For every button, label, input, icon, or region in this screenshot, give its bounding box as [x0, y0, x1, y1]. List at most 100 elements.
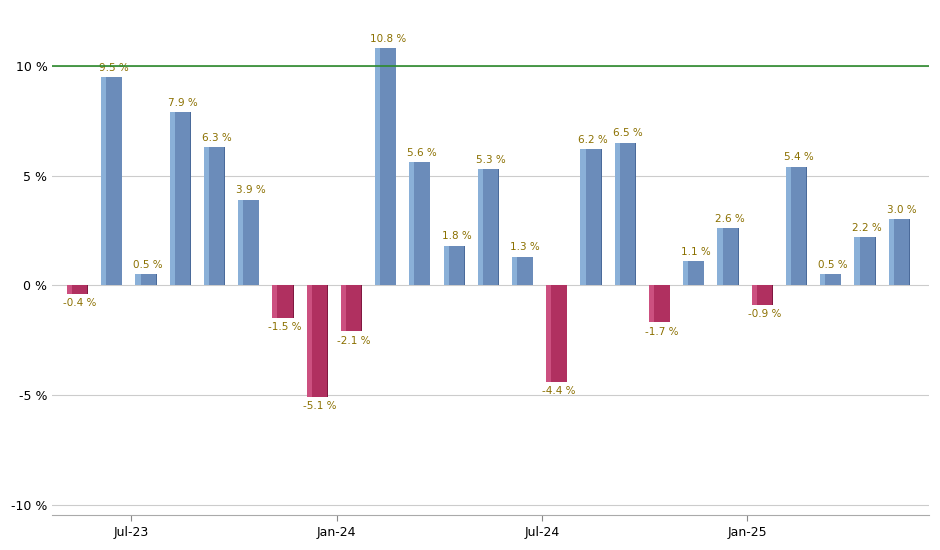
Text: -0.9 %: -0.9 % — [748, 309, 781, 320]
Bar — [821, 274, 833, 285]
Bar — [421, 162, 431, 285]
Text: -1.7 %: -1.7 % — [645, 327, 679, 337]
Bar — [277, 285, 293, 318]
Bar — [791, 167, 807, 285]
Bar — [901, 219, 910, 285]
Bar — [209, 147, 225, 285]
Text: 6.5 %: 6.5 % — [613, 128, 642, 138]
Bar — [867, 237, 875, 285]
Bar — [688, 261, 704, 285]
Bar — [312, 285, 327, 397]
Bar — [586, 149, 601, 285]
Bar — [654, 285, 669, 322]
Bar — [478, 169, 491, 285]
Bar — [148, 274, 157, 285]
Bar — [723, 228, 738, 285]
Bar — [216, 147, 225, 285]
Text: -2.1 %: -2.1 % — [337, 336, 370, 345]
Bar — [757, 285, 773, 305]
Text: -5.1 %: -5.1 % — [303, 402, 337, 411]
Bar — [894, 219, 909, 285]
Bar — [517, 257, 533, 285]
Bar — [346, 285, 361, 331]
Bar — [764, 285, 773, 305]
Bar — [888, 219, 901, 285]
Bar — [181, 112, 191, 285]
Bar — [683, 261, 696, 285]
Bar — [729, 228, 739, 285]
Text: -4.4 %: -4.4 % — [542, 386, 576, 396]
Bar — [525, 257, 533, 285]
Text: 1.1 %: 1.1 % — [682, 247, 711, 257]
Bar — [786, 167, 799, 285]
Text: 3.0 %: 3.0 % — [886, 205, 916, 215]
Bar — [114, 77, 122, 285]
Bar — [175, 112, 190, 285]
Text: 5.4 %: 5.4 % — [784, 152, 814, 162]
Bar — [593, 149, 602, 285]
Bar — [552, 285, 567, 382]
Bar — [140, 274, 156, 285]
Text: 5.3 %: 5.3 % — [476, 155, 506, 164]
Bar — [825, 274, 840, 285]
Bar — [380, 48, 396, 285]
Bar — [353, 285, 362, 331]
Bar — [444, 246, 457, 285]
Text: 7.9 %: 7.9 % — [167, 97, 197, 108]
Bar — [243, 200, 258, 285]
Bar — [798, 167, 807, 285]
Text: 6.2 %: 6.2 % — [578, 135, 608, 145]
Text: 2.6 %: 2.6 % — [715, 214, 745, 224]
Bar — [717, 228, 730, 285]
Text: -1.5 %: -1.5 % — [269, 322, 302, 333]
Bar — [102, 77, 114, 285]
Bar — [319, 285, 328, 397]
Bar — [696, 261, 704, 285]
Bar — [135, 274, 149, 285]
Bar — [238, 200, 251, 285]
Bar — [106, 77, 121, 285]
Text: 1.8 %: 1.8 % — [442, 232, 471, 241]
Bar — [415, 162, 430, 285]
Bar — [169, 112, 182, 285]
Bar — [306, 285, 320, 397]
Bar — [558, 285, 568, 382]
Bar — [273, 285, 285, 318]
Bar — [483, 169, 498, 285]
Text: 3.9 %: 3.9 % — [236, 185, 266, 195]
Bar — [619, 142, 635, 285]
Bar — [409, 162, 422, 285]
Text: -0.4 %: -0.4 % — [63, 299, 97, 309]
Bar — [72, 285, 87, 294]
Bar — [546, 285, 559, 382]
Bar — [79, 285, 88, 294]
Bar — [854, 237, 868, 285]
Bar — [512, 257, 525, 285]
Bar — [456, 246, 464, 285]
Text: 2.2 %: 2.2 % — [853, 223, 882, 233]
Bar — [285, 285, 293, 318]
Bar — [250, 200, 259, 285]
Text: 9.5 %: 9.5 % — [99, 63, 129, 73]
Bar — [204, 147, 217, 285]
Text: 1.3 %: 1.3 % — [510, 243, 540, 252]
Bar — [67, 285, 80, 294]
Text: 6.3 %: 6.3 % — [202, 133, 231, 142]
Text: 0.5 %: 0.5 % — [818, 260, 848, 270]
Bar — [448, 246, 464, 285]
Text: 10.8 %: 10.8 % — [369, 34, 406, 44]
Text: 0.5 %: 0.5 % — [133, 260, 163, 270]
Bar — [859, 237, 875, 285]
Bar — [752, 285, 764, 305]
Text: 5.6 %: 5.6 % — [407, 148, 437, 158]
Bar — [615, 142, 628, 285]
Bar — [661, 285, 670, 322]
Bar — [627, 142, 636, 285]
Bar — [341, 285, 353, 331]
Bar — [490, 169, 499, 285]
Bar — [375, 48, 388, 285]
Bar — [833, 274, 841, 285]
Bar — [581, 149, 593, 285]
Bar — [649, 285, 662, 322]
Bar — [387, 48, 397, 285]
